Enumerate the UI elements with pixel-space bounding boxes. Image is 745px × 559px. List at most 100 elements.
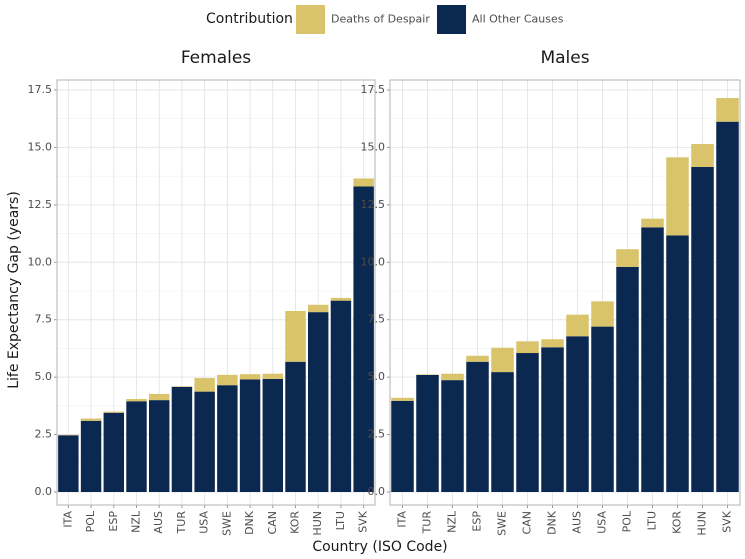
panel-title: Females (181, 48, 251, 68)
y-tick-label: 2.5 (368, 428, 386, 441)
bar-segment (566, 336, 589, 492)
x-tick-label: KOR (671, 511, 684, 534)
bar-segment (353, 186, 374, 493)
x-tick-label: ITA (396, 511, 409, 528)
x-tick-label: SWE (496, 511, 509, 536)
legend-label: All Other Causes (472, 13, 564, 26)
x-tick-label: USA (596, 511, 609, 534)
bar-segment (148, 393, 170, 401)
bar-segment (194, 378, 215, 392)
bar-segment (591, 326, 614, 492)
x-tick-label: NZL (130, 510, 143, 533)
bar-segment (616, 266, 639, 492)
bar-segment (58, 435, 79, 492)
y-tick-label: 0.0 (35, 485, 53, 498)
bar-segment (541, 347, 564, 492)
bar-segment (80, 420, 102, 492)
x-tick-label: ESP (107, 511, 120, 532)
x-tick-label: POL (84, 510, 97, 532)
x-tick-label: KOR (289, 511, 302, 534)
panel-border (56, 79, 376, 506)
x-tick-label: LTU (334, 511, 347, 530)
x-tick-label: NZL (446, 510, 459, 533)
bar-segment (391, 400, 414, 492)
bar-segment (666, 157, 689, 236)
y-tick-label: 10.0 (361, 255, 386, 268)
bar-segment (262, 378, 284, 492)
bar-segment (330, 300, 352, 492)
legend-swatch (437, 5, 466, 34)
bar-segment (239, 374, 261, 380)
bar-segment (516, 341, 539, 354)
bar-segment (666, 235, 689, 492)
x-tick-label: TUR (175, 511, 188, 535)
x-tick-label: HUN (696, 511, 709, 536)
bar-segment (466, 355, 489, 362)
panel-title: Males (540, 48, 589, 68)
bar-segment (285, 361, 306, 492)
x-axis-label: Country (ISO Code) (312, 539, 447, 555)
x-tick-label: SVK (357, 510, 370, 533)
bar-segment (285, 310, 306, 362)
bar-segment (491, 347, 514, 373)
bar-segment (491, 372, 514, 492)
x-tick-label: CAN (521, 511, 534, 534)
x-tick-label: ESP (471, 511, 484, 532)
bar-segment (566, 314, 589, 337)
x-tick-label: LTU (646, 511, 659, 530)
y-tick-label: 5.0 (35, 370, 53, 383)
bar-segment (80, 418, 102, 421)
bar-segment (691, 166, 714, 492)
bar-segment (126, 401, 147, 492)
bar-segment (103, 411, 125, 413)
x-tick-label: SVK (721, 510, 734, 533)
bar-segment (716, 121, 739, 493)
bar-segment (148, 400, 170, 492)
bar-segment (103, 412, 125, 492)
bar-segment (171, 386, 193, 492)
bar-segment (194, 391, 215, 492)
y-axis-label: Life Expectancy Gap (years) (6, 191, 22, 389)
bar-segment (217, 374, 238, 386)
bar-segment (716, 98, 739, 122)
y-tick-label: 17.5 (361, 83, 386, 96)
bar-segment (441, 373, 464, 381)
y-tick-label: 7.5 (368, 313, 386, 326)
y-tick-label: 15.0 (361, 140, 386, 153)
x-tick-label: SWE (220, 511, 233, 536)
y-tick-label: 15.0 (28, 140, 53, 153)
bar-segment (262, 373, 284, 379)
legend-label: Deaths of Despair (331, 13, 430, 26)
bar-segment (126, 398, 147, 402)
panel-border (389, 79, 741, 506)
x-tick-label: AUS (152, 511, 165, 534)
y-tick-label: 2.5 (35, 428, 53, 441)
y-tick-label: 12.5 (361, 198, 386, 211)
legend-swatch (296, 5, 325, 34)
y-tick-label: 17.5 (28, 83, 53, 96)
bar-segment (307, 312, 329, 492)
x-tick-label: CAN (266, 511, 279, 534)
y-tick-label: 5.0 (368, 370, 386, 383)
bar-segment (239, 379, 261, 492)
bar-segment (616, 249, 639, 267)
x-tick-label: POL (621, 510, 634, 532)
x-tick-label: ITA (61, 511, 74, 528)
bar-segment (307, 304, 329, 313)
bar-segment (353, 178, 374, 187)
x-tick-label: DNK (243, 510, 256, 535)
x-tick-label: TUR (421, 511, 434, 535)
bar-segment (691, 143, 714, 167)
bar-segment (416, 374, 439, 492)
bar-segment (441, 380, 464, 492)
y-tick-label: 10.0 (28, 255, 53, 268)
y-tick-label: 12.5 (28, 198, 53, 211)
bar-segment (466, 361, 489, 492)
bar-segment (641, 227, 664, 492)
bar-segment (391, 397, 414, 401)
bar-segment (330, 297, 352, 301)
y-tick-label: 7.5 (35, 313, 53, 326)
x-tick-label: USA (198, 511, 211, 534)
